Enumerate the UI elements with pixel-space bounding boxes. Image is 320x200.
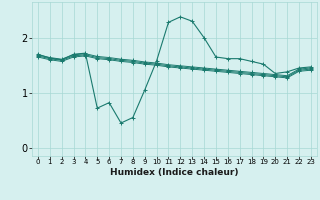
X-axis label: Humidex (Indice chaleur): Humidex (Indice chaleur) (110, 168, 239, 177)
